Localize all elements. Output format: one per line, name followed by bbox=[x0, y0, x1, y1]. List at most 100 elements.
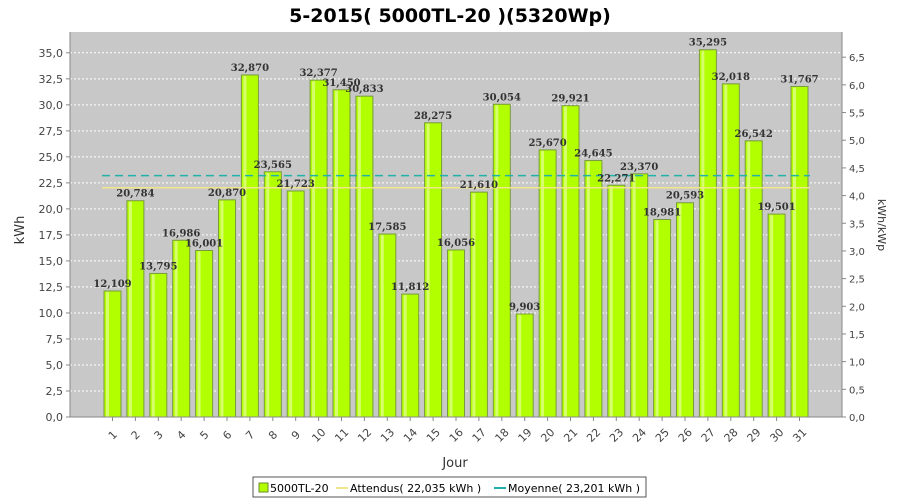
x-tick-label: 4 bbox=[174, 428, 188, 442]
x-tick-label: 6 bbox=[220, 428, 234, 442]
data-label: 20,593 bbox=[666, 191, 704, 202]
x-tick-label: 19 bbox=[516, 426, 535, 445]
data-label: 30,054 bbox=[483, 92, 521, 103]
data-label: 18,981 bbox=[643, 207, 681, 218]
y2-tick-label: 4,5 bbox=[849, 164, 865, 175]
x-tick-label: 31 bbox=[790, 426, 809, 445]
x-tick-label: 2 bbox=[129, 428, 143, 442]
data-label: 32,870 bbox=[231, 63, 269, 74]
y2-tick-label: 3,5 bbox=[849, 219, 865, 230]
y-tick-label: 15,0 bbox=[39, 255, 64, 268]
data-label: 31,450 bbox=[322, 78, 360, 89]
y-tick-label: 25,0 bbox=[39, 151, 64, 164]
x-tick-label: 30 bbox=[767, 426, 786, 445]
data-label: 22,271 bbox=[597, 173, 635, 184]
y-tick-label: 17,5 bbox=[39, 229, 64, 242]
bar-highlight bbox=[472, 193, 476, 417]
x-tick-label: 11 bbox=[332, 426, 351, 445]
bar-highlight bbox=[518, 314, 522, 417]
x-tick-label: 26 bbox=[676, 426, 695, 445]
y-tick-label: 10,0 bbox=[39, 307, 64, 320]
bar-highlight bbox=[403, 295, 407, 417]
data-label: 21,610 bbox=[460, 180, 498, 191]
y2-tick-label: 5,5 bbox=[849, 109, 865, 120]
y-tick-label: 7,5 bbox=[46, 333, 64, 346]
bar-highlight bbox=[655, 220, 659, 417]
data-label: 32,018 bbox=[712, 72, 750, 83]
y2-tick-label: 6,5 bbox=[849, 53, 865, 64]
bar-highlight bbox=[678, 203, 682, 417]
data-label: 24,645 bbox=[574, 149, 612, 160]
x-tick-label: 27 bbox=[699, 426, 718, 445]
x-tick-label: 9 bbox=[289, 428, 303, 442]
x-tick-label: 5 bbox=[197, 428, 211, 442]
y-tick-label: 30,0 bbox=[39, 99, 64, 112]
bar-highlight bbox=[243, 75, 247, 417]
x-tick-label: 22 bbox=[584, 426, 603, 445]
bar-highlight bbox=[335, 90, 338, 417]
data-label: 31,767 bbox=[780, 74, 818, 85]
x-tick-label: 20 bbox=[538, 426, 557, 445]
bar-highlight bbox=[724, 84, 728, 418]
bar-highlight bbox=[220, 200, 224, 417]
data-label: 26,542 bbox=[735, 129, 773, 140]
data-label: 16,986 bbox=[162, 228, 200, 239]
data-label: 28,275 bbox=[414, 111, 452, 122]
y2-tick-label: 6,0 bbox=[849, 81, 865, 92]
data-label: 23,370 bbox=[620, 162, 658, 173]
y2-axis: 0,0 0,5 1,0 1,5 2,0 2,5 3,0 3,5 4,0 4,5 5,0 5,5 6,0 6… bbox=[841, 32, 865, 424]
y-tick-label: 2,5 bbox=[46, 385, 64, 398]
reference-lines bbox=[102, 174, 810, 189]
data-label: 13,795 bbox=[139, 261, 177, 272]
bar-highlight bbox=[541, 150, 545, 417]
y-tick-label: 32,5 bbox=[39, 73, 64, 86]
data-label: 30,833 bbox=[345, 84, 383, 95]
bar-highlight bbox=[357, 97, 361, 417]
x-tick-label: 15 bbox=[424, 426, 443, 445]
data-label: 25,670 bbox=[528, 138, 566, 149]
data-label: 23,565 bbox=[254, 160, 292, 171]
data-label: 19,501 bbox=[757, 202, 795, 213]
x-tick-label: 25 bbox=[653, 426, 672, 445]
x-axis-label: Jour bbox=[441, 456, 468, 471]
legend-swatch-bar bbox=[258, 482, 269, 493]
x-tick-label: 14 bbox=[401, 426, 420, 445]
data-label: 17,585 bbox=[368, 222, 406, 233]
x-tick-label: 3 bbox=[152, 428, 166, 442]
data-label: 20,784 bbox=[116, 189, 154, 200]
y2-tick-label: 2,0 bbox=[849, 302, 865, 313]
bar-highlight bbox=[793, 87, 796, 418]
bar-highlight bbox=[564, 106, 567, 418]
x-tick-label: 10 bbox=[309, 426, 328, 445]
y-axis: 0,0 2,5 5,0 7,5 10,0 12,5 15,0 17,5 20,0 22,5 25,0… bbox=[39, 32, 71, 424]
bar-highlight bbox=[632, 174, 636, 417]
bar-highlight bbox=[151, 274, 155, 417]
data-label: 35,295 bbox=[689, 38, 727, 49]
y-tick-label: 35,0 bbox=[39, 47, 64, 60]
bar-highlight bbox=[106, 292, 109, 417]
bar-highlight bbox=[289, 191, 293, 417]
x-tick-label: 16 bbox=[447, 426, 466, 445]
y2-tick-label: 5,0 bbox=[849, 136, 865, 147]
x-tick-label: 21 bbox=[561, 426, 580, 445]
x-tick-label: 24 bbox=[630, 426, 649, 445]
data-label: 32,377 bbox=[299, 68, 337, 79]
chart-title: 5-2015( 5000TL-20 )(5320Wp) bbox=[289, 5, 611, 27]
legend-item-moyenne: Moyenne( 23,201 kWh ) bbox=[508, 482, 640, 495]
legend-box bbox=[252, 476, 647, 498]
y2-tick-label: 2,5 bbox=[849, 275, 865, 286]
y-tick-label: 22,5 bbox=[39, 177, 64, 190]
data-label: 20,870 bbox=[208, 188, 246, 199]
y2-tick-label: 4,0 bbox=[849, 192, 865, 203]
bar-highlight bbox=[128, 201, 132, 417]
x-tick-label: 29 bbox=[745, 426, 764, 445]
bar-highlight bbox=[747, 141, 751, 417]
bar-highlight bbox=[701, 50, 705, 418]
bar-highlight bbox=[609, 186, 613, 417]
y2-tick-label: 0,0 bbox=[849, 413, 865, 424]
y2-axis-label: kWh/kWp bbox=[875, 199, 888, 251]
bar-highlight bbox=[380, 235, 384, 417]
bars bbox=[103, 49, 809, 418]
x-axis: 1 2 3 4 5 6 7 8 9 10 11 12 13 14 15 16 17 18 19 20 21 22 23 24 2… bbox=[70, 416, 842, 445]
